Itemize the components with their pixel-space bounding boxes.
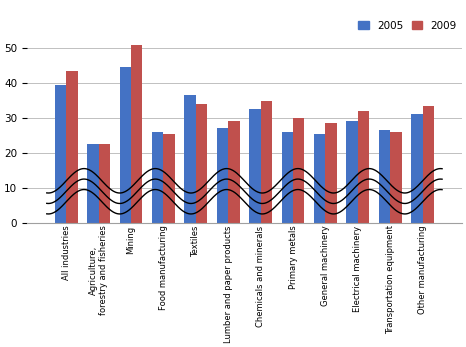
Bar <box>325 123 337 223</box>
Bar <box>293 118 304 223</box>
Bar <box>249 109 260 223</box>
Bar <box>55 85 66 223</box>
Legend: 2005, 2009: 2005, 2009 <box>358 20 457 31</box>
Bar <box>347 121 358 223</box>
Bar <box>164 134 175 223</box>
Bar <box>411 115 423 223</box>
Bar <box>66 71 77 223</box>
Bar <box>217 128 228 223</box>
Bar <box>314 134 325 223</box>
Bar <box>228 121 240 223</box>
Bar <box>379 130 390 223</box>
Bar <box>281 132 293 223</box>
Bar <box>131 45 142 223</box>
Bar <box>185 95 196 223</box>
Bar <box>423 106 434 223</box>
Bar <box>120 67 131 223</box>
Bar <box>152 132 164 223</box>
Bar <box>390 132 402 223</box>
Bar <box>260 101 272 223</box>
Bar <box>87 144 99 223</box>
Bar <box>99 144 110 223</box>
Bar <box>196 104 207 223</box>
Bar <box>358 111 369 223</box>
